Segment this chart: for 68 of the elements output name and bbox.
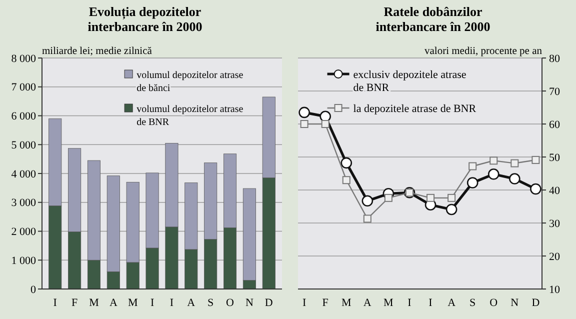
x-tick-label: M xyxy=(341,297,352,309)
point xyxy=(468,162,477,170)
x-tick-label: D xyxy=(532,297,540,309)
x-tick-label: O xyxy=(226,297,234,309)
x-tick-label: I xyxy=(150,297,154,309)
x-tick-label: F xyxy=(71,297,78,309)
chart-title: Evoluția depozitelor interbancare în 2000 xyxy=(88,4,202,34)
x-tick-label: N xyxy=(510,297,519,309)
x-tick-label: I xyxy=(302,297,306,309)
y-axis-title: miliarde lei; medie zilnică xyxy=(42,46,152,57)
x-tick-label: D xyxy=(264,297,273,309)
point xyxy=(340,157,352,169)
y-tick-label: 20 xyxy=(549,250,560,263)
y-tick-label: 50 xyxy=(549,152,560,164)
legend-label: la depozitele atrase de BNR xyxy=(353,103,477,115)
y-tick-label: 7 000 xyxy=(11,82,36,94)
point xyxy=(362,195,374,207)
y-tick-label: 60 xyxy=(549,118,560,131)
x-tick-label: N xyxy=(245,297,254,309)
y-tick-label: 40 xyxy=(549,184,560,197)
legend-label: exclusiv depozitele atrase de BNR xyxy=(353,69,466,94)
y-tick-label: 70 xyxy=(549,86,560,98)
x-tick-label: A xyxy=(109,297,118,309)
x-tick-label: I xyxy=(408,297,412,309)
x-tick-label: A xyxy=(448,297,456,309)
x-tick-label: A xyxy=(187,297,196,309)
y-tick-label: 30 xyxy=(549,218,560,230)
legend-label: volumul depozitelor atrase de bănci xyxy=(136,70,244,94)
y-tick-label: 1 000 xyxy=(11,254,36,267)
chart-title: Ratele dobânzilor interbancare în 2000 xyxy=(376,4,490,34)
x-tick-label: I xyxy=(170,297,174,309)
point xyxy=(530,183,542,195)
point xyxy=(342,176,350,184)
point xyxy=(384,194,392,202)
legend-label: volumul depozitelor atrase de BNR xyxy=(136,104,244,128)
point xyxy=(488,168,500,180)
point xyxy=(363,214,372,223)
y-axis-title: valori medii, procente pe an xyxy=(424,46,543,57)
point xyxy=(510,159,519,168)
y-tick-label: 2 000 xyxy=(11,226,36,238)
y-tick-label: 4 000 xyxy=(11,168,36,180)
y-tick-label: 8 000 xyxy=(11,52,36,65)
point xyxy=(490,156,498,165)
x-tick-label: M xyxy=(128,297,138,309)
point xyxy=(300,120,308,128)
x-tick-label: M xyxy=(89,297,100,309)
x-tick-label: I xyxy=(53,297,58,309)
y-tick-label: 5 000 xyxy=(11,139,36,152)
point xyxy=(509,173,520,184)
point xyxy=(466,177,478,188)
y-tick-label: 6 000 xyxy=(11,110,36,123)
x-tick-label: F xyxy=(322,297,328,309)
x-tick-label: A xyxy=(363,297,372,309)
x-tick-label: I xyxy=(428,297,433,309)
x-tick-label: M xyxy=(384,297,394,309)
point xyxy=(426,194,435,202)
y-tick-label: 0 xyxy=(30,284,36,296)
y-tick-label: 80 xyxy=(549,52,560,65)
x-tick-label: S xyxy=(470,297,476,309)
point xyxy=(298,106,310,118)
x-tick-label: O xyxy=(490,297,498,309)
point xyxy=(446,204,458,216)
x-tick-label: S xyxy=(208,297,214,309)
y-tick-label: 3 000 xyxy=(11,197,36,210)
point xyxy=(532,156,540,164)
point xyxy=(321,120,330,128)
y-tick-label: 10 xyxy=(549,284,560,296)
point xyxy=(448,194,456,202)
